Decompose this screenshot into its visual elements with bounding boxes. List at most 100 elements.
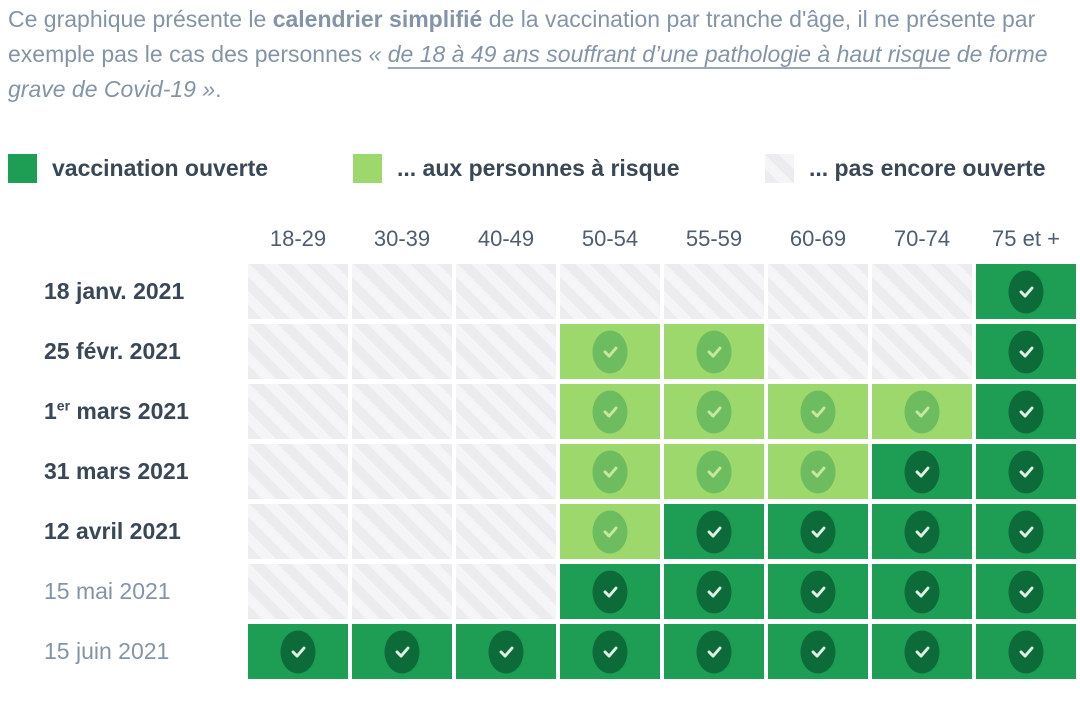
grid-cell-open xyxy=(976,444,1076,499)
calendar-row: 15 juin 2021 xyxy=(0,624,1080,679)
grid-cell-open xyxy=(768,564,868,619)
calendar-row: 12 avril 2021 xyxy=(0,504,1080,559)
quote-close: de forme grave de Covid-19 » xyxy=(8,41,1048,102)
grid-cell-risk xyxy=(664,324,764,379)
grid-cell-closed xyxy=(872,264,972,319)
check-icon xyxy=(696,450,732,493)
grid-cell-open xyxy=(664,504,764,559)
grid-cell-risk xyxy=(560,504,660,559)
grid-cell-open xyxy=(976,384,1076,439)
grid-cell-closed xyxy=(456,384,556,439)
check-icon xyxy=(1008,450,1044,493)
grid-cell-closed xyxy=(768,264,868,319)
check-icon xyxy=(1008,330,1044,373)
grid-cell-closed xyxy=(456,264,556,319)
calendar-row: 1er mars 2021 xyxy=(0,384,1080,439)
calendar-row: 25 févr. 2021 xyxy=(0,324,1080,379)
column-header: 75 et + xyxy=(992,226,1060,251)
grid-cell-closed xyxy=(248,264,348,319)
grid-cell-open xyxy=(872,504,972,559)
pathology-link[interactable]: de 18 à 49 ans souffrant d’une pathologi… xyxy=(387,41,951,67)
check-icon xyxy=(592,390,628,433)
check-icon xyxy=(1008,510,1044,553)
check-icon xyxy=(904,570,940,613)
grid-cell-open xyxy=(248,624,348,679)
check-icon xyxy=(904,630,940,673)
check-icon xyxy=(696,570,732,613)
grid-cell-open xyxy=(976,324,1076,379)
check-icon xyxy=(696,510,732,553)
intro-period: . xyxy=(215,76,222,102)
check-icon xyxy=(800,570,836,613)
row-label: 18 janv. 2021 xyxy=(44,278,185,304)
grid-cell-risk xyxy=(872,384,972,439)
grid-cell-risk xyxy=(664,384,764,439)
grid-cell-closed xyxy=(248,504,348,559)
calendar-row: 18 janv. 2021 xyxy=(0,264,1080,319)
row-label: 31 mars 2021 xyxy=(44,458,189,484)
column-header: 70-74 xyxy=(893,226,951,251)
grid-cell-closed xyxy=(560,264,660,319)
legend-swatch-risk xyxy=(353,153,382,183)
column-header: 40-49 xyxy=(477,226,535,251)
intro-bold: calendrier simplifié xyxy=(272,6,483,32)
grid-cell-closed xyxy=(768,324,868,379)
check-icon xyxy=(800,630,836,673)
grid-cell-open xyxy=(872,444,972,499)
check-icon xyxy=(592,630,628,673)
check-icon xyxy=(592,570,628,613)
grid-cell-closed xyxy=(456,504,556,559)
grid-cell-open xyxy=(768,504,868,559)
check-icon xyxy=(800,390,836,433)
grid-cell-open xyxy=(976,504,1076,559)
check-icon xyxy=(696,330,732,373)
legend-item-closed: ... pas encore ouverte xyxy=(765,148,1045,188)
grid-cell-open xyxy=(768,624,868,679)
row-label: 1er mars 2021 xyxy=(44,397,189,424)
check-icon xyxy=(904,510,940,553)
check-icon xyxy=(592,510,628,553)
check-icon xyxy=(1008,390,1044,433)
legend-label-closed: ... pas encore ouverte xyxy=(809,154,1046,181)
grid-cell-open xyxy=(976,264,1076,319)
row-label: 15 mai 2021 xyxy=(44,578,171,604)
grid-cell-closed xyxy=(352,384,452,439)
grid-cell-closed xyxy=(352,504,452,559)
row-label: 25 févr. 2021 xyxy=(44,338,181,364)
legend: vaccination ouverte ... aux personnes à … xyxy=(0,148,1080,188)
grid-cell-closed xyxy=(248,564,348,619)
calendar-row: 15 mai 2021 xyxy=(0,564,1080,619)
grid-cell-open xyxy=(664,624,764,679)
grid-cell-risk xyxy=(664,444,764,499)
intro-text-2: de la vaccination par tranche d'âge, il … xyxy=(8,6,1036,67)
check-icon xyxy=(280,630,316,673)
intro-paragraph: Ce graphique présente le calendrier simp… xyxy=(8,2,1070,107)
row-label: 15 juin 2021 xyxy=(44,638,170,664)
grid-cell-risk xyxy=(560,324,660,379)
legend-item-open: vaccination ouverte xyxy=(8,148,268,188)
grid-cell-open xyxy=(976,624,1076,679)
grid-cell-open xyxy=(560,564,660,619)
grid-cell-risk xyxy=(768,384,868,439)
check-icon xyxy=(1008,570,1044,613)
column-header: 60-69 xyxy=(789,226,847,251)
legend-label-open: vaccination ouverte xyxy=(52,154,269,181)
grid-cell-closed xyxy=(872,324,972,379)
grid-cell-risk xyxy=(560,444,660,499)
check-icon xyxy=(800,510,836,553)
grid-cell-open xyxy=(352,624,452,679)
column-header: 18-29 xyxy=(269,226,327,251)
check-icon xyxy=(592,450,628,493)
check-icon xyxy=(384,630,420,673)
grid-cell-closed xyxy=(352,324,452,379)
grid-cell-open xyxy=(976,564,1076,619)
intro-quote: « de 18 à 49 ans souffrant d’une patholo… xyxy=(8,41,1048,102)
legend-item-risk: ... aux personnes à risque xyxy=(353,148,680,188)
check-icon xyxy=(904,390,940,433)
column-headers: 18-29 30-39 40-49 50-54 55-59 60-69 70-74 75 et… xyxy=(0,224,1080,254)
grid-cell-risk xyxy=(560,384,660,439)
column-header: 30-39 xyxy=(373,226,431,251)
grid-cell-open xyxy=(456,624,556,679)
grid-cell-closed xyxy=(352,444,452,499)
